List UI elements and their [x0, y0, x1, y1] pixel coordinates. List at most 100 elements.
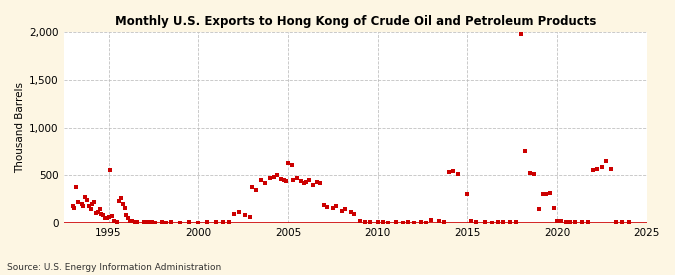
Point	[68, 204, 78, 209]
Point	[234, 210, 245, 214]
Point	[126, 219, 137, 223]
Point	[331, 204, 342, 208]
Point	[545, 190, 556, 195]
Point	[211, 220, 221, 225]
Point	[315, 181, 325, 185]
Point	[288, 178, 299, 182]
Y-axis label: Thousand Barrels: Thousand Barrels	[15, 82, 25, 173]
Point	[259, 181, 270, 185]
Point	[146, 220, 157, 225]
Point	[132, 220, 142, 224]
Point	[161, 221, 171, 225]
Point	[184, 220, 194, 225]
Point	[548, 206, 559, 210]
Point	[114, 199, 125, 203]
Point	[175, 221, 186, 225]
Point	[82, 198, 92, 202]
Point	[444, 170, 455, 175]
Point	[96, 212, 107, 216]
Point	[283, 161, 294, 165]
Point	[583, 220, 593, 225]
Point	[78, 204, 89, 209]
Point	[519, 149, 530, 154]
Point	[308, 183, 319, 187]
Point	[223, 220, 234, 225]
Point	[556, 219, 566, 223]
Point	[561, 219, 572, 224]
Point	[304, 178, 315, 182]
Point	[202, 220, 213, 225]
Point	[157, 220, 168, 225]
Text: Source: U.S. Energy Information Administration: Source: U.S. Energy Information Administ…	[7, 263, 221, 272]
Point	[101, 216, 112, 220]
Point	[119, 206, 130, 210]
Point	[624, 220, 634, 225]
Point	[453, 172, 464, 177]
Point	[390, 220, 401, 225]
Point	[498, 220, 509, 224]
Point	[524, 171, 535, 176]
Point	[377, 220, 388, 224]
Point	[493, 220, 504, 225]
Point	[505, 219, 516, 224]
Point	[76, 202, 87, 206]
Point	[516, 32, 526, 36]
Point	[246, 185, 257, 189]
Point	[245, 215, 256, 220]
Point	[529, 172, 539, 177]
Point	[73, 200, 84, 204]
Point	[346, 210, 356, 214]
Point	[265, 176, 275, 180]
Point	[85, 207, 96, 211]
Point	[250, 188, 261, 192]
Point	[240, 213, 250, 218]
Point	[292, 176, 302, 180]
Point	[268, 175, 279, 180]
Point	[466, 219, 477, 223]
Point	[166, 220, 177, 225]
Point	[611, 219, 622, 224]
Point	[139, 219, 150, 224]
Point	[577, 220, 588, 224]
Point	[354, 219, 365, 223]
Point	[117, 202, 128, 206]
Point	[115, 196, 126, 200]
Point	[112, 220, 123, 224]
Point	[480, 220, 491, 225]
Point	[415, 220, 426, 225]
Point	[541, 191, 551, 196]
Point	[534, 207, 545, 211]
Point	[121, 213, 132, 217]
Point	[327, 206, 338, 210]
Point	[218, 220, 229, 224]
Point	[322, 205, 333, 209]
Point	[281, 179, 292, 183]
Point	[319, 203, 329, 207]
Point	[510, 220, 521, 224]
Point	[272, 173, 283, 178]
Point	[92, 210, 103, 214]
Point	[80, 195, 90, 200]
Point	[349, 211, 360, 216]
Point	[84, 204, 95, 209]
Point	[433, 219, 444, 223]
Point	[365, 220, 376, 225]
Point	[383, 221, 394, 225]
Point	[471, 219, 482, 224]
Point	[300, 180, 311, 184]
Point	[229, 211, 240, 216]
Point	[605, 167, 616, 171]
Point	[123, 216, 134, 220]
Point	[87, 202, 98, 206]
Point	[570, 219, 580, 224]
Point	[616, 220, 627, 224]
Point	[71, 185, 82, 189]
Point	[98, 213, 109, 218]
Point	[600, 159, 611, 163]
Point	[109, 219, 119, 223]
Point	[462, 192, 472, 197]
Point	[403, 220, 414, 225]
Point	[107, 214, 117, 218]
Point	[275, 177, 286, 182]
Point	[360, 219, 371, 224]
